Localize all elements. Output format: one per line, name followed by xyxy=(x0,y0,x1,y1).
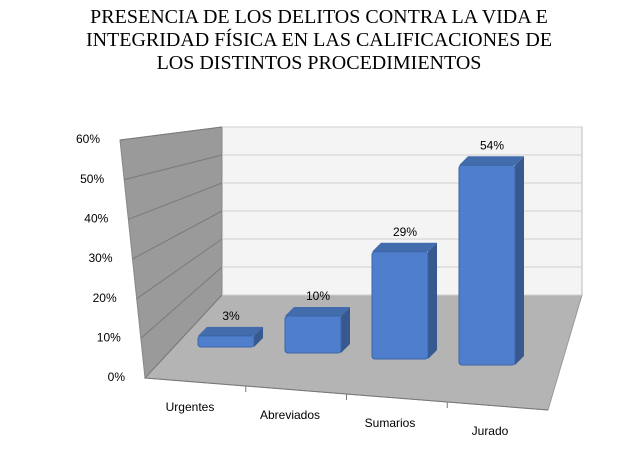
bar xyxy=(197,335,255,348)
x-tick-label: Abreviados xyxy=(260,408,320,422)
y-tick-label: 0% xyxy=(108,370,126,384)
chart-title: PRESENCIA DE LOS DELITOS CONTRA LA VIDA … xyxy=(85,6,553,74)
side-grid-line xyxy=(128,182,223,220)
bar-top xyxy=(372,242,437,252)
y-tick-label: 50% xyxy=(80,172,104,186)
y-tick-label: 30% xyxy=(88,251,112,265)
side-grid-line xyxy=(140,266,223,339)
side-grid-line xyxy=(124,154,223,181)
y-tick-label: 40% xyxy=(84,212,108,226)
bar xyxy=(458,164,516,366)
x-tick-label: Jurado xyxy=(472,424,509,438)
side-grid-line xyxy=(144,294,223,379)
x-tick-label: Sumarios xyxy=(365,416,416,430)
value-label: 54% xyxy=(480,138,504,152)
bar-top xyxy=(459,156,524,166)
value-label: 10% xyxy=(306,289,330,303)
y-tick-label: 20% xyxy=(93,291,117,305)
bar-side xyxy=(428,242,437,359)
side-grid-line xyxy=(136,238,223,300)
bar xyxy=(284,315,342,354)
bar-top xyxy=(285,307,350,316)
bar xyxy=(371,251,429,360)
value-label: 29% xyxy=(393,225,417,239)
bar-side xyxy=(515,156,524,365)
bar-top xyxy=(198,326,263,336)
bar-side xyxy=(341,307,350,353)
bar-side xyxy=(254,326,263,347)
x-tick-label: Urgentes xyxy=(166,400,215,414)
value-label: 3% xyxy=(222,309,240,323)
y-tick-label: 10% xyxy=(97,331,121,345)
side-grid-line xyxy=(119,126,223,141)
side-grid-line xyxy=(132,210,223,260)
y-tick-label: 60% xyxy=(76,132,100,146)
